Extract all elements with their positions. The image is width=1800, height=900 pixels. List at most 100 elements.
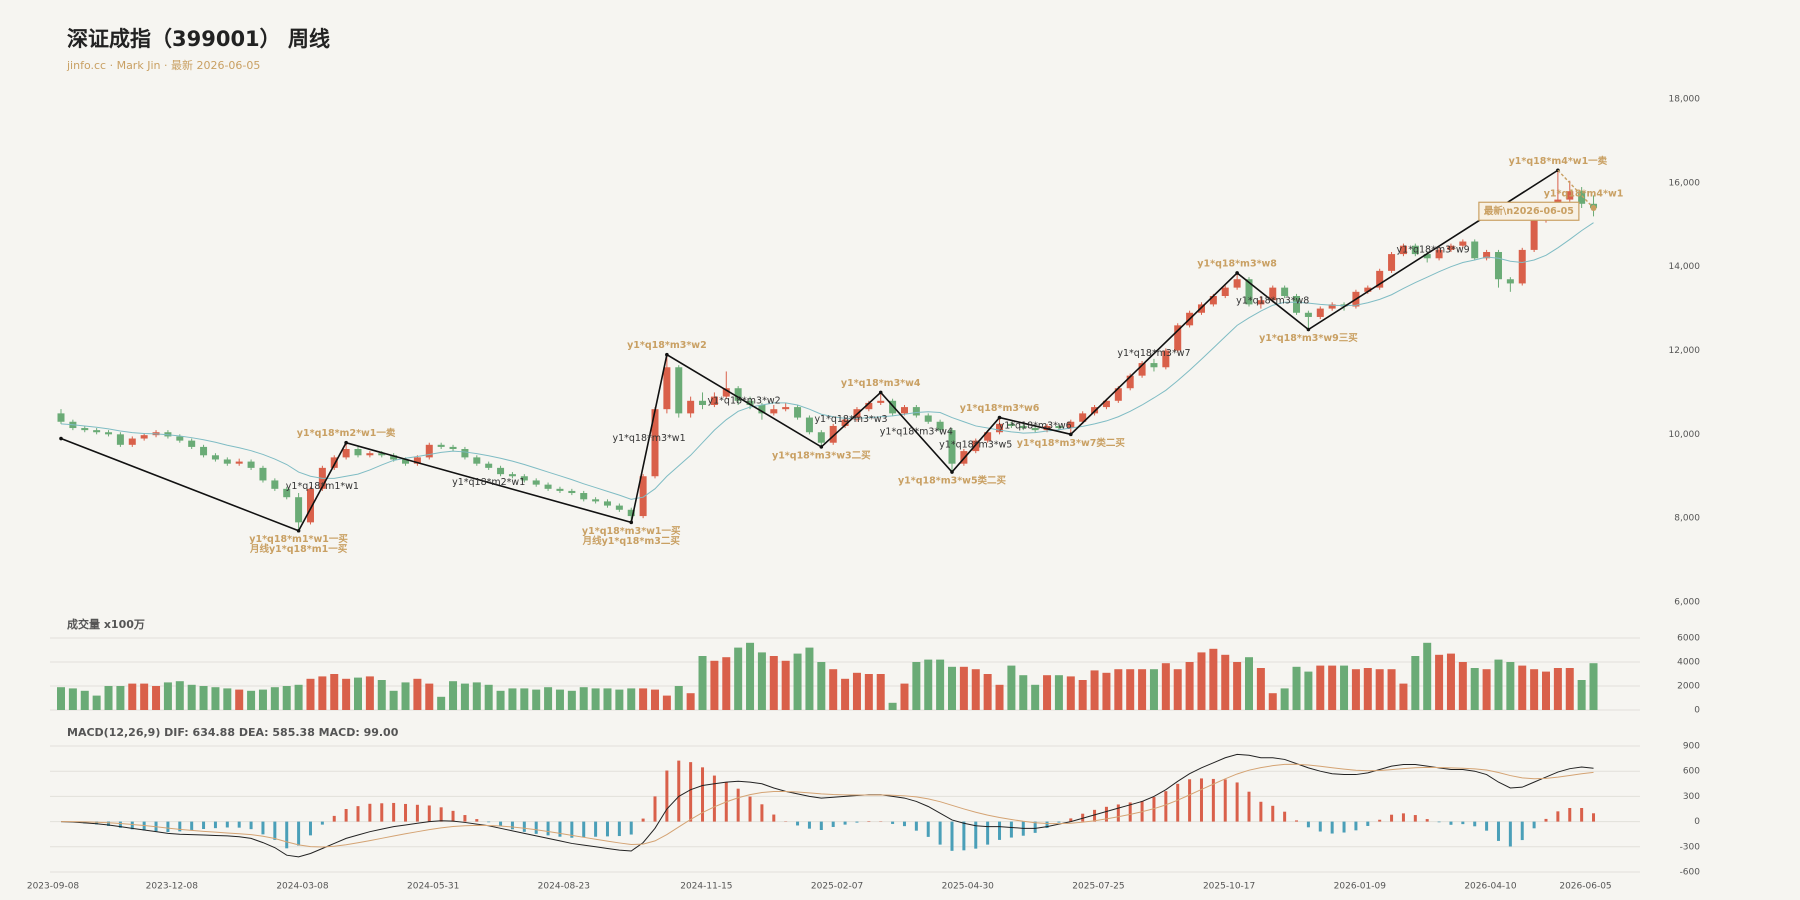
volume-bar	[1185, 662, 1194, 710]
volume-bar	[472, 682, 481, 710]
volume-bar	[1304, 671, 1313, 710]
pending-stroke-label: y1*q18*m4*w1	[1544, 188, 1624, 199]
candle-body	[746, 400, 754, 405]
chart-title: 深证成指（399001） 周线	[67, 27, 330, 51]
candle-body	[710, 396, 718, 405]
macd-bar	[166, 821, 170, 833]
macd-bar	[712, 775, 716, 822]
signal-label: 月线y1*q18*m1一买	[249, 543, 348, 555]
candle-body	[425, 444, 433, 458]
macd-bar	[1247, 791, 1251, 822]
macd-bar	[285, 821, 289, 849]
macd-bar	[237, 821, 241, 828]
volume-bar	[805, 647, 814, 710]
candle-body	[473, 457, 481, 464]
macd-bar	[118, 821, 122, 828]
volume-bar	[757, 652, 766, 710]
volume-bar	[532, 689, 541, 710]
candle-body	[817, 432, 825, 443]
volume-bar	[1221, 654, 1230, 710]
macd-bar	[487, 821, 491, 823]
volume-bar	[793, 653, 802, 710]
candle-body	[1269, 287, 1277, 301]
volume-bar	[1043, 675, 1052, 710]
macd-bar	[225, 821, 229, 828]
macd-bar	[332, 815, 336, 822]
macd-bar	[1223, 779, 1227, 822]
candle-body	[1281, 287, 1289, 297]
macd-bar	[629, 821, 633, 835]
candle-body	[1566, 191, 1574, 200]
zigzag-pivot	[950, 470, 954, 474]
volume-bar	[639, 688, 648, 710]
macd-bar	[1544, 818, 1548, 822]
moving-average	[60, 222, 1594, 500]
macd-bar	[617, 821, 621, 837]
candle-body	[1304, 312, 1312, 317]
macd-bar	[427, 805, 431, 822]
volume-bar	[175, 681, 184, 710]
candle-body	[627, 509, 635, 517]
candle-body	[342, 449, 350, 458]
candle-body	[687, 400, 695, 414]
macd-bar	[190, 821, 194, 830]
volume-bar	[1458, 662, 1467, 710]
macd-bar	[320, 821, 324, 825]
candle-body	[865, 402, 873, 410]
macd-bar	[796, 821, 800, 826]
volume-bar	[354, 677, 362, 710]
volume-bar	[1280, 688, 1289, 710]
zigzag-pivot	[629, 520, 634, 525]
macd-bar	[1152, 797, 1156, 822]
candle-body	[1138, 363, 1146, 376]
signal-label: y1*q18*m3*w7类二买	[1017, 437, 1126, 449]
macd-bar	[1413, 815, 1417, 822]
macd-bar	[1128, 802, 1132, 822]
macd-bar	[843, 821, 847, 825]
zigzag-pivot	[1306, 327, 1311, 332]
volume-bar	[80, 690, 89, 710]
macd-bar	[1164, 791, 1168, 822]
macd-bar	[249, 821, 253, 830]
candle-body	[1530, 220, 1538, 250]
candle-body	[877, 400, 885, 403]
macd-bar	[1390, 814, 1394, 822]
signal-label: y1*q18*m3*w5类二买	[898, 475, 1007, 487]
macd-bar	[570, 821, 574, 838]
volume-bar	[781, 660, 790, 710]
candle-body	[675, 367, 683, 414]
macd-bar	[1556, 811, 1560, 822]
candle-body	[402, 459, 410, 464]
volume-bar	[1292, 666, 1301, 710]
volume-bar	[1530, 669, 1539, 710]
volume-bar	[1506, 662, 1515, 710]
volume-bar	[342, 678, 351, 710]
volume-bar	[1351, 669, 1360, 710]
volume-bar	[116, 686, 125, 710]
y-tick-label: 8,000	[1674, 514, 1700, 524]
macd-bar	[499, 821, 503, 827]
x-tick-label: 2026-01-09	[1334, 882, 1387, 892]
candle-body	[235, 461, 243, 464]
volume-bar	[1114, 669, 1123, 710]
volume-bar	[948, 666, 956, 710]
volume-bar	[1197, 652, 1206, 710]
volume-bar	[888, 702, 897, 710]
macd-bar	[308, 821, 312, 836]
candle-body	[354, 449, 362, 456]
stroke-label: y1*q18*m3*w8	[1236, 296, 1309, 307]
candle-body	[1399, 245, 1407, 255]
x-tick-label: 2024-03-08	[276, 882, 329, 892]
volume-bar	[68, 688, 77, 710]
signal-label: y1*q18*m3*w6	[960, 403, 1040, 414]
volume-bar	[1031, 684, 1040, 710]
volume-bar	[686, 693, 695, 710]
macd-bar	[914, 821, 918, 831]
candle-body	[1150, 363, 1158, 368]
macd-bar	[1473, 821, 1477, 827]
y-tick-label: 12,000	[1669, 346, 1701, 356]
x-tick-label: 2025-07-25	[1072, 882, 1124, 892]
candle-body	[1471, 241, 1479, 259]
